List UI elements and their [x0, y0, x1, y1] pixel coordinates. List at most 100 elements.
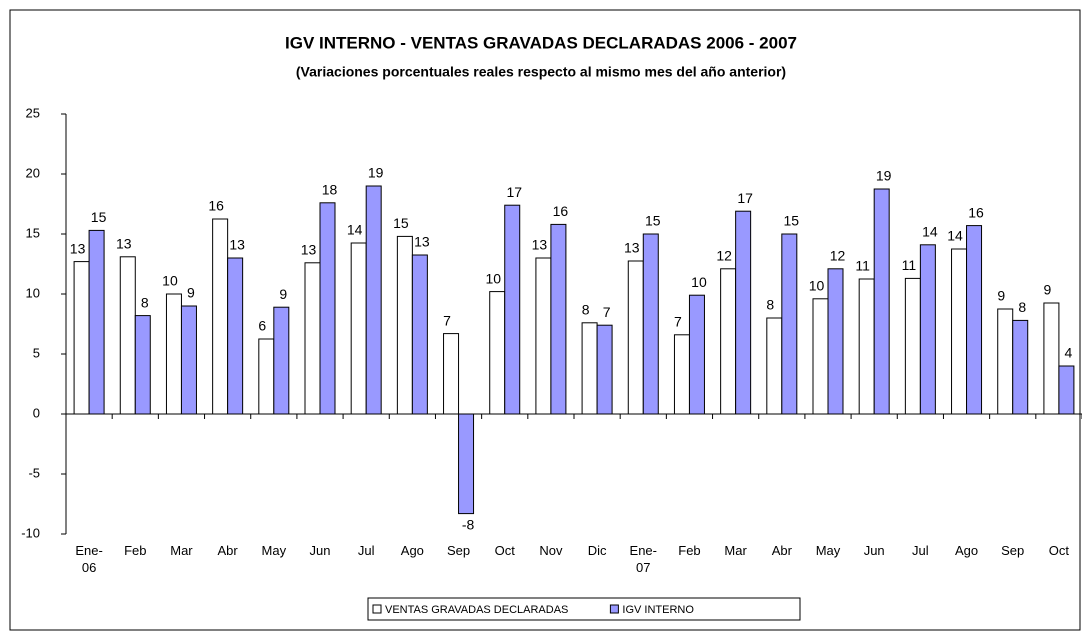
bar — [458, 413, 475, 515]
x-tick-label: Abr — [771, 543, 792, 558]
data-label: 15 — [393, 215, 409, 231]
y-tick-label: 0 — [33, 405, 40, 420]
y-tick-label: -5 — [28, 465, 40, 480]
data-label: 9 — [187, 285, 195, 301]
x-tick-label: Nov — [539, 543, 563, 558]
chart-subtitle: (Variaciones porcentuales reales respect… — [296, 64, 786, 80]
bar — [504, 204, 521, 415]
bar — [396, 235, 413, 415]
bar — [781, 233, 798, 415]
bar — [273, 306, 290, 415]
bar — [688, 294, 705, 415]
data-label: 12 — [830, 248, 846, 264]
data-label: 10 — [809, 278, 825, 294]
bar — [350, 242, 367, 415]
data-label: 11 — [902, 257, 917, 273]
data-label: 4 — [1065, 345, 1073, 361]
y-tick-label: 25 — [26, 105, 40, 120]
data-label: 13 — [624, 240, 640, 256]
data-label: 10 — [691, 274, 707, 290]
bar — [258, 338, 275, 415]
data-label: 10 — [485, 270, 501, 286]
x-tick-label: Ago — [400, 543, 424, 558]
data-label: 8 — [1018, 299, 1026, 315]
data-label: 16 — [553, 203, 569, 219]
bar — [180, 305, 197, 415]
bar — [88, 229, 105, 415]
chart-title: IGV INTERNO - VENTAS GRAVADAS DECLARADAS… — [285, 33, 797, 52]
bar — [319, 202, 336, 415]
data-label: 13 — [414, 234, 430, 250]
legend-box — [367, 597, 801, 621]
x-tick-label: Jun — [309, 543, 331, 558]
x-tick-label: May — [815, 543, 841, 558]
y-tick-label: 20 — [26, 165, 40, 180]
bar — [1058, 365, 1075, 415]
bar — [119, 256, 136, 415]
data-label: 14 — [347, 222, 363, 238]
data-label: 11 — [855, 258, 870, 274]
data-label: 13 — [301, 242, 317, 258]
x-tick-label: Jul — [912, 543, 929, 558]
data-label: 6 — [258, 318, 266, 334]
data-label: 14 — [922, 224, 938, 240]
data-label: 17 — [506, 184, 522, 200]
data-label: 17 — [737, 190, 753, 206]
x-tick-label: Feb — [678, 543, 701, 558]
x-tick-label: Sep — [1001, 543, 1025, 558]
y-tick-label: -10 — [21, 525, 40, 540]
x-tick-label: Jul — [357, 543, 375, 558]
bar — [443, 333, 460, 415]
bar — [720, 268, 737, 415]
bar — [673, 334, 690, 415]
data-label: 12 — [716, 248, 732, 264]
bar — [581, 322, 598, 415]
data-label: 13 — [229, 237, 245, 253]
data-label: 9 — [997, 288, 1005, 304]
x-tick-label: Ene-06 — [75, 543, 103, 575]
bar — [411, 254, 428, 415]
data-label: 15 — [645, 213, 661, 229]
y-tick-label: 5 — [33, 345, 40, 360]
bar — [550, 223, 567, 415]
bar — [642, 233, 659, 415]
bar — [365, 185, 382, 415]
data-label: 13 — [70, 240, 86, 256]
data-label: 8 — [582, 302, 590, 318]
bar — [227, 257, 244, 415]
x-tick-label: Oct — [494, 543, 515, 558]
bar — [919, 244, 936, 415]
data-label: 9 — [279, 286, 287, 302]
bar — [827, 268, 844, 415]
data-label: 8 — [141, 294, 149, 310]
bar — [535, 257, 552, 415]
legend-label: VENTAS GRAVADAS DECLARADAS — [385, 604, 568, 616]
data-label: 13 — [116, 236, 132, 252]
bar — [596, 324, 613, 415]
data-label: 19 — [368, 165, 384, 181]
legend-label: IGV INTERNO — [622, 604, 694, 616]
bar — [304, 262, 321, 415]
x-tick-label: Sep — [446, 543, 471, 558]
data-label: 15 — [91, 209, 107, 225]
data-label: 9 — [1044, 282, 1052, 298]
x-tick-label: May — [261, 543, 287, 558]
data-label: 14 — [947, 228, 963, 244]
bar — [735, 210, 752, 415]
bar — [212, 218, 229, 415]
data-label: 18 — [322, 182, 338, 198]
x-tick-label: Feb — [124, 543, 147, 558]
bar — [997, 308, 1014, 415]
x-tick-label: Ene-07 — [629, 543, 657, 575]
bar — [904, 277, 921, 415]
bar — [73, 261, 90, 415]
bar — [1012, 319, 1029, 415]
bar — [812, 298, 829, 415]
data-label: 7 — [603, 304, 611, 320]
bar — [1043, 302, 1060, 415]
data-label: 13 — [532, 237, 548, 253]
bar — [951, 248, 968, 415]
x-tick-label: Ago — [954, 543, 979, 558]
bar — [627, 260, 644, 415]
